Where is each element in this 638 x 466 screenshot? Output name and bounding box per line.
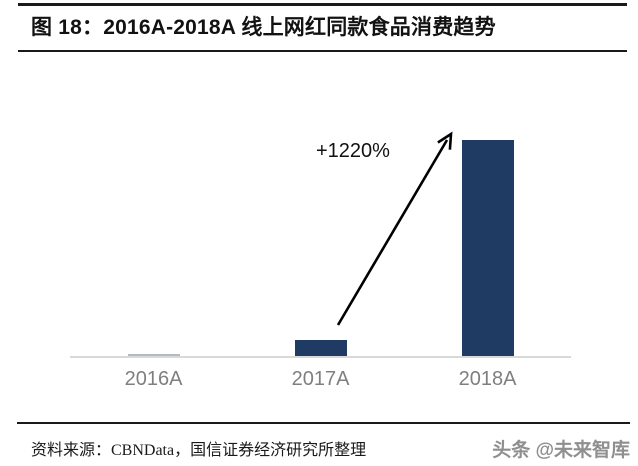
axis-label-2018A: 2018A [458,368,517,390]
axis-label-2017A: 2017A [291,368,350,390]
bar-2016A [127,354,180,356]
bar-group-2018A: 2018A [404,52,571,402]
footer-rule [17,422,630,424]
bar-2017A [294,340,347,356]
growth-annotation: +1220% [316,140,390,162]
x-axis-line [70,356,571,358]
axis-label-2016A: 2016A [124,368,183,390]
header-top-rule [18,3,627,6]
figure-title: 图 18：2016A-2018A 线上网红同款食品消费趋势 [31,16,496,39]
bar-group-2016A: 2016A [70,52,237,402]
bar-chart: 2016A 2017A 2018A +1220% [0,52,638,402]
source-note: 资料来源：CBNData，国信证券经济研究所整理 [31,442,367,459]
watermark: 头条 @未来智库 [492,440,630,461]
header-bottom-rule [18,50,627,52]
bar-group-2017A: 2017A [237,52,404,402]
bar-2018A [461,140,514,356]
